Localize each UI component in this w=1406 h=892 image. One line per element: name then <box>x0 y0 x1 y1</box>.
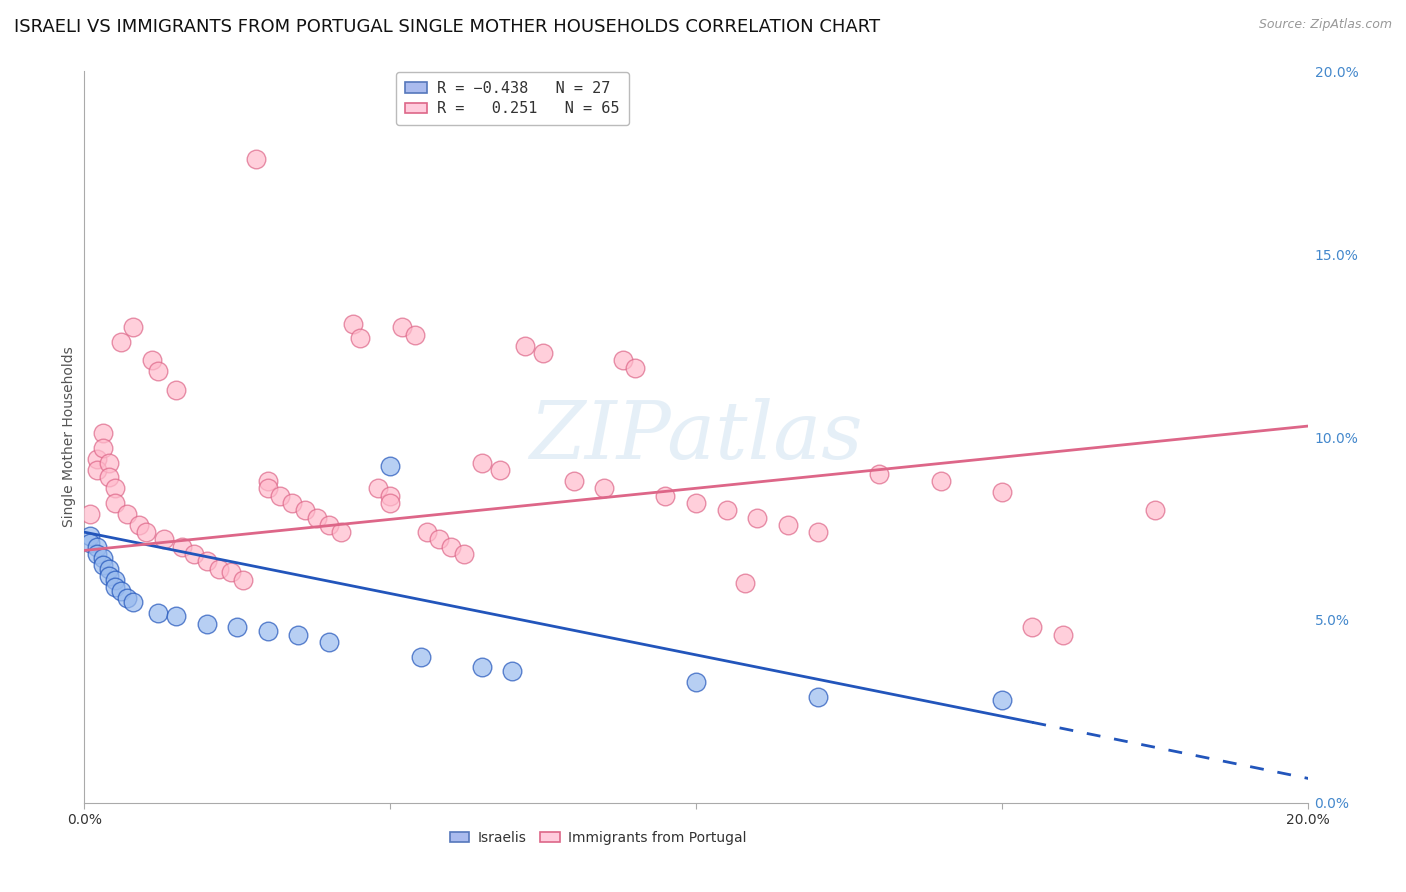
Point <box>232 573 254 587</box>
Point <box>104 496 127 510</box>
Text: ZIPatlas: ZIPatlas <box>529 399 863 475</box>
Point <box>122 594 145 608</box>
Point <box>929 474 952 488</box>
Point <box>716 503 738 517</box>
Point <box>531 346 554 360</box>
Point <box>245 152 267 166</box>
Point <box>869 467 891 481</box>
Point <box>453 547 475 561</box>
Point <box>97 470 120 484</box>
Point <box>294 503 316 517</box>
Point <box>612 353 634 368</box>
Point <box>489 463 512 477</box>
Point <box>195 616 218 631</box>
Point <box>380 459 402 474</box>
Point <box>380 489 402 503</box>
Point <box>685 675 707 690</box>
Point <box>734 576 756 591</box>
Point <box>91 550 114 565</box>
Point <box>104 481 127 495</box>
Point <box>115 507 138 521</box>
Point <box>624 360 647 375</box>
Point <box>330 525 353 540</box>
Point <box>776 517 799 532</box>
Point <box>318 635 340 649</box>
Point <box>195 554 218 568</box>
Point <box>305 510 328 524</box>
Point <box>257 481 280 495</box>
Point <box>122 320 145 334</box>
Point <box>146 364 169 378</box>
Point <box>416 525 439 540</box>
Point <box>97 569 120 583</box>
Point <box>128 517 150 532</box>
Point <box>115 591 138 605</box>
Point <box>153 533 176 547</box>
Point <box>1021 620 1043 634</box>
Point <box>427 533 450 547</box>
Text: ISRAELI VS IMMIGRANTS FROM PORTUGAL SINGLE MOTHER HOUSEHOLDS CORRELATION CHART: ISRAELI VS IMMIGRANTS FROM PORTUGAL SING… <box>14 18 880 36</box>
Point <box>404 327 426 342</box>
Point <box>471 660 494 674</box>
Point <box>97 562 120 576</box>
Point <box>807 690 830 704</box>
Point <box>86 547 108 561</box>
Point <box>380 496 402 510</box>
Point <box>97 456 120 470</box>
Point <box>219 566 242 580</box>
Point <box>685 496 707 510</box>
Point <box>172 540 194 554</box>
Point <box>86 463 108 477</box>
Point <box>409 649 432 664</box>
Point <box>471 456 494 470</box>
Point <box>513 338 536 352</box>
Point <box>391 320 413 334</box>
Point <box>165 609 187 624</box>
Point <box>287 627 309 641</box>
Point <box>367 481 389 495</box>
Point <box>208 562 231 576</box>
Point <box>349 331 371 345</box>
Point <box>183 547 205 561</box>
Point <box>86 540 108 554</box>
Point <box>135 525 157 540</box>
Point <box>318 517 340 532</box>
Point <box>91 441 114 455</box>
Point <box>165 383 187 397</box>
Legend: Israelis, Immigrants from Portugal: Israelis, Immigrants from Portugal <box>444 826 752 851</box>
Point <box>991 485 1014 500</box>
Point <box>593 481 616 495</box>
Point <box>269 489 291 503</box>
Point <box>281 496 304 510</box>
Point <box>141 353 163 368</box>
Point <box>91 558 114 573</box>
Point <box>502 664 524 678</box>
Point <box>562 474 585 488</box>
Point <box>110 583 132 598</box>
Point <box>86 452 108 467</box>
Text: Source: ZipAtlas.com: Source: ZipAtlas.com <box>1258 18 1392 31</box>
Point <box>257 624 280 638</box>
Point <box>747 510 769 524</box>
Point <box>79 507 101 521</box>
Point <box>654 489 676 503</box>
Y-axis label: Single Mother Households: Single Mother Households <box>62 347 76 527</box>
Point <box>79 536 101 550</box>
Point <box>1052 627 1074 641</box>
Point <box>226 620 249 634</box>
Point <box>1143 503 1166 517</box>
Point <box>104 573 127 587</box>
Point <box>146 606 169 620</box>
Point <box>79 529 101 543</box>
Point <box>257 474 280 488</box>
Point <box>91 426 114 441</box>
Point <box>807 525 830 540</box>
Point <box>104 580 127 594</box>
Point <box>440 540 463 554</box>
Point <box>342 317 364 331</box>
Point <box>110 334 132 349</box>
Point <box>991 693 1014 707</box>
